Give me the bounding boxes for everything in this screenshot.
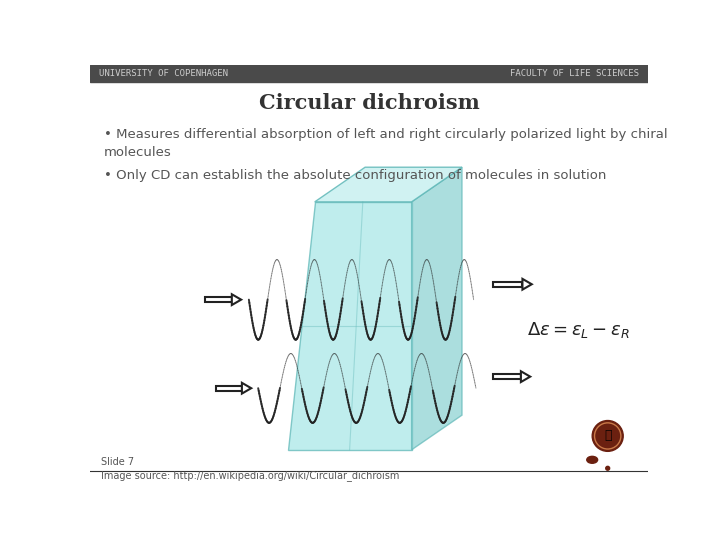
Polygon shape [215,386,242,391]
Polygon shape [232,294,241,305]
Text: Circular dichroism: Circular dichroism [258,93,480,113]
Polygon shape [412,167,462,450]
Polygon shape [521,372,530,382]
Polygon shape [204,297,232,302]
Text: • Measures differential absorption of left and right circularly polarized light : • Measures differential absorption of le… [104,128,667,159]
Polygon shape [242,383,251,394]
Text: Slide 7: Slide 7 [101,457,134,467]
Text: UNIVERSITY OF COPENHAGEN: UNIVERSITY OF COPENHAGEN [99,69,228,78]
Polygon shape [493,281,523,287]
Text: 🦌: 🦌 [604,429,611,442]
Polygon shape [287,202,412,450]
Polygon shape [315,167,462,202]
Circle shape [606,467,610,470]
Polygon shape [493,374,521,379]
Text: $\Delta\epsilon = \epsilon_L - \epsilon_R$: $\Delta\epsilon = \epsilon_L - \epsilon_… [527,320,630,340]
Text: • Only CD can establish the absolute configuration of molecules in solution: • Only CD can establish the absolute con… [104,168,606,182]
Text: FACULTY OF LIFE SCIENCES: FACULTY OF LIFE SCIENCES [510,69,639,78]
Bar [90,65,648,82]
Circle shape [593,421,624,451]
Ellipse shape [587,456,598,463]
Text: Image source: http://en.wikipedia.org/wiki/Circular_dichroism: Image source: http://en.wikipedia.org/wi… [101,470,399,482]
Polygon shape [523,279,532,289]
